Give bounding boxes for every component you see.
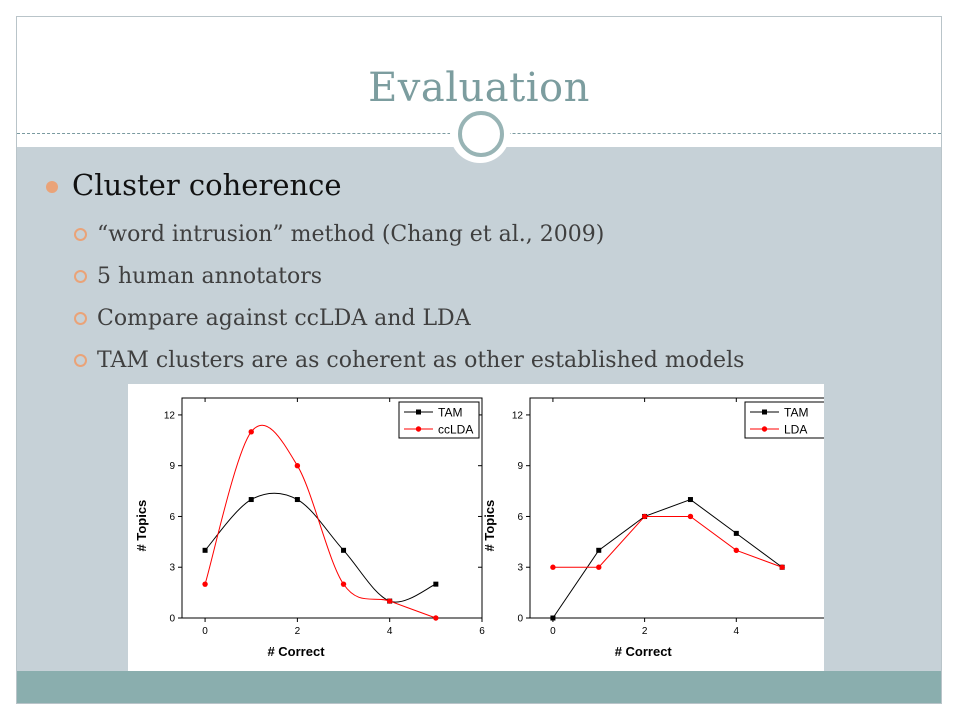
- data-point-LDA: [733, 547, 740, 554]
- series-line-TAM: [204, 492, 437, 603]
- y-tick-label: 0: [169, 614, 175, 625]
- bullet-dot-icon: [46, 181, 58, 193]
- ring-bullet-icon: [74, 354, 87, 367]
- divider-circle-icon: [458, 111, 504, 157]
- legend-box: [398, 401, 480, 439]
- data-point-TAM: [687, 497, 693, 503]
- bullet-text: Cluster coherence: [72, 168, 342, 202]
- y-tick-label: 6: [517, 512, 523, 523]
- plot-frame: [181, 397, 483, 619]
- sub-bullet: 5 human annotators: [74, 264, 322, 289]
- data-point-ccLDA: [202, 581, 208, 587]
- data-point-LDA: [687, 513, 694, 520]
- legend-marker: [415, 426, 422, 432]
- sub-bullet-text: 5 human annotators: [97, 264, 323, 289]
- legend-marker: [761, 426, 768, 432]
- legend-box: [744, 401, 826, 439]
- y-tick-label: 9: [517, 461, 523, 472]
- legend-label: TAM: [438, 406, 462, 420]
- y-tick-label: 9: [169, 461, 175, 472]
- data-point-LDA: [596, 564, 602, 570]
- sub-bullet: “word intrusion” method (Chang et al., 2…: [74, 222, 604, 247]
- data-point-TAM: [248, 497, 254, 503]
- charts-figure: 0 2 4 6 0 3 6 9 12 # Correct # Topics TAM ccLDA 0 2 4 6 0…: [134, 397, 831, 659]
- x-tick-label: 2: [642, 626, 648, 637]
- data-point-TAM: [733, 530, 739, 536]
- series-line-TAM: [552, 498, 783, 619]
- sub-bullet-text: TAM clusters are as coherent as other es…: [97, 348, 745, 373]
- y-tick-label: 6: [169, 512, 175, 523]
- series-line-LDA: [552, 515, 783, 568]
- data-point-LDA: [779, 564, 785, 570]
- x-axis-label: # Correct: [267, 644, 325, 659]
- legend-marker: [762, 409, 767, 415]
- data-point-LDA: [641, 513, 648, 520]
- data-point-TAM: [550, 615, 556, 621]
- data-point-ccLDA: [340, 581, 347, 587]
- footer-bar: [17, 671, 941, 703]
- y-tick-label: 3: [169, 563, 175, 574]
- y-tick-label: 12: [164, 410, 176, 421]
- data-point-LDA: [550, 564, 556, 570]
- y-tick-label: 0: [517, 614, 523, 625]
- data-point-TAM: [202, 547, 208, 553]
- x-axis-label: # Correct: [615, 644, 673, 659]
- legend-label: TAM: [784, 406, 808, 420]
- legend-marker: [416, 409, 421, 415]
- data-point-TAM: [596, 547, 602, 553]
- x-tick-label: 0: [550, 626, 556, 637]
- x-tick-label: 4: [734, 626, 740, 637]
- x-tick-label: 2: [295, 626, 301, 637]
- y-axis-label: # Topics: [134, 500, 149, 552]
- legend-label: ccLDA: [438, 423, 473, 437]
- sub-bullet: Compare against ccLDA and LDA: [74, 306, 471, 331]
- legend-label: LDA: [784, 423, 807, 437]
- ring-bullet-icon: [74, 270, 87, 283]
- sub-bullet: TAM clusters are as coherent as other es…: [74, 348, 744, 373]
- data-point-ccLDA: [386, 598, 393, 604]
- sub-bullet-text: Compare against ccLDA and LDA: [97, 306, 471, 331]
- data-point-TAM: [341, 547, 347, 553]
- ring-bullet-icon: [74, 228, 87, 241]
- ring-bullet-icon: [74, 312, 87, 325]
- data-point-TAM: [433, 581, 439, 587]
- x-tick-label: 6: [479, 626, 485, 637]
- y-tick-label: 12: [512, 410, 524, 421]
- sub-bullet-text: “word intrusion” method (Chang et al., 2…: [97, 222, 605, 247]
- data-point-ccLDA: [294, 462, 301, 469]
- x-tick-label: 4: [387, 626, 393, 637]
- data-point-TAM: [294, 497, 300, 503]
- x-tick-label: 0: [202, 626, 208, 637]
- data-point-ccLDA: [433, 615, 439, 621]
- y-tick-label: 3: [517, 563, 523, 574]
- data-point-ccLDA: [248, 429, 254, 435]
- charts-panel: 0 2 4 6 0 3 6 9 12 # Correct # Topics TAM ccLDA 0 2 4 6 0…: [128, 384, 831, 671]
- y-axis-label: # Topics: [482, 500, 497, 552]
